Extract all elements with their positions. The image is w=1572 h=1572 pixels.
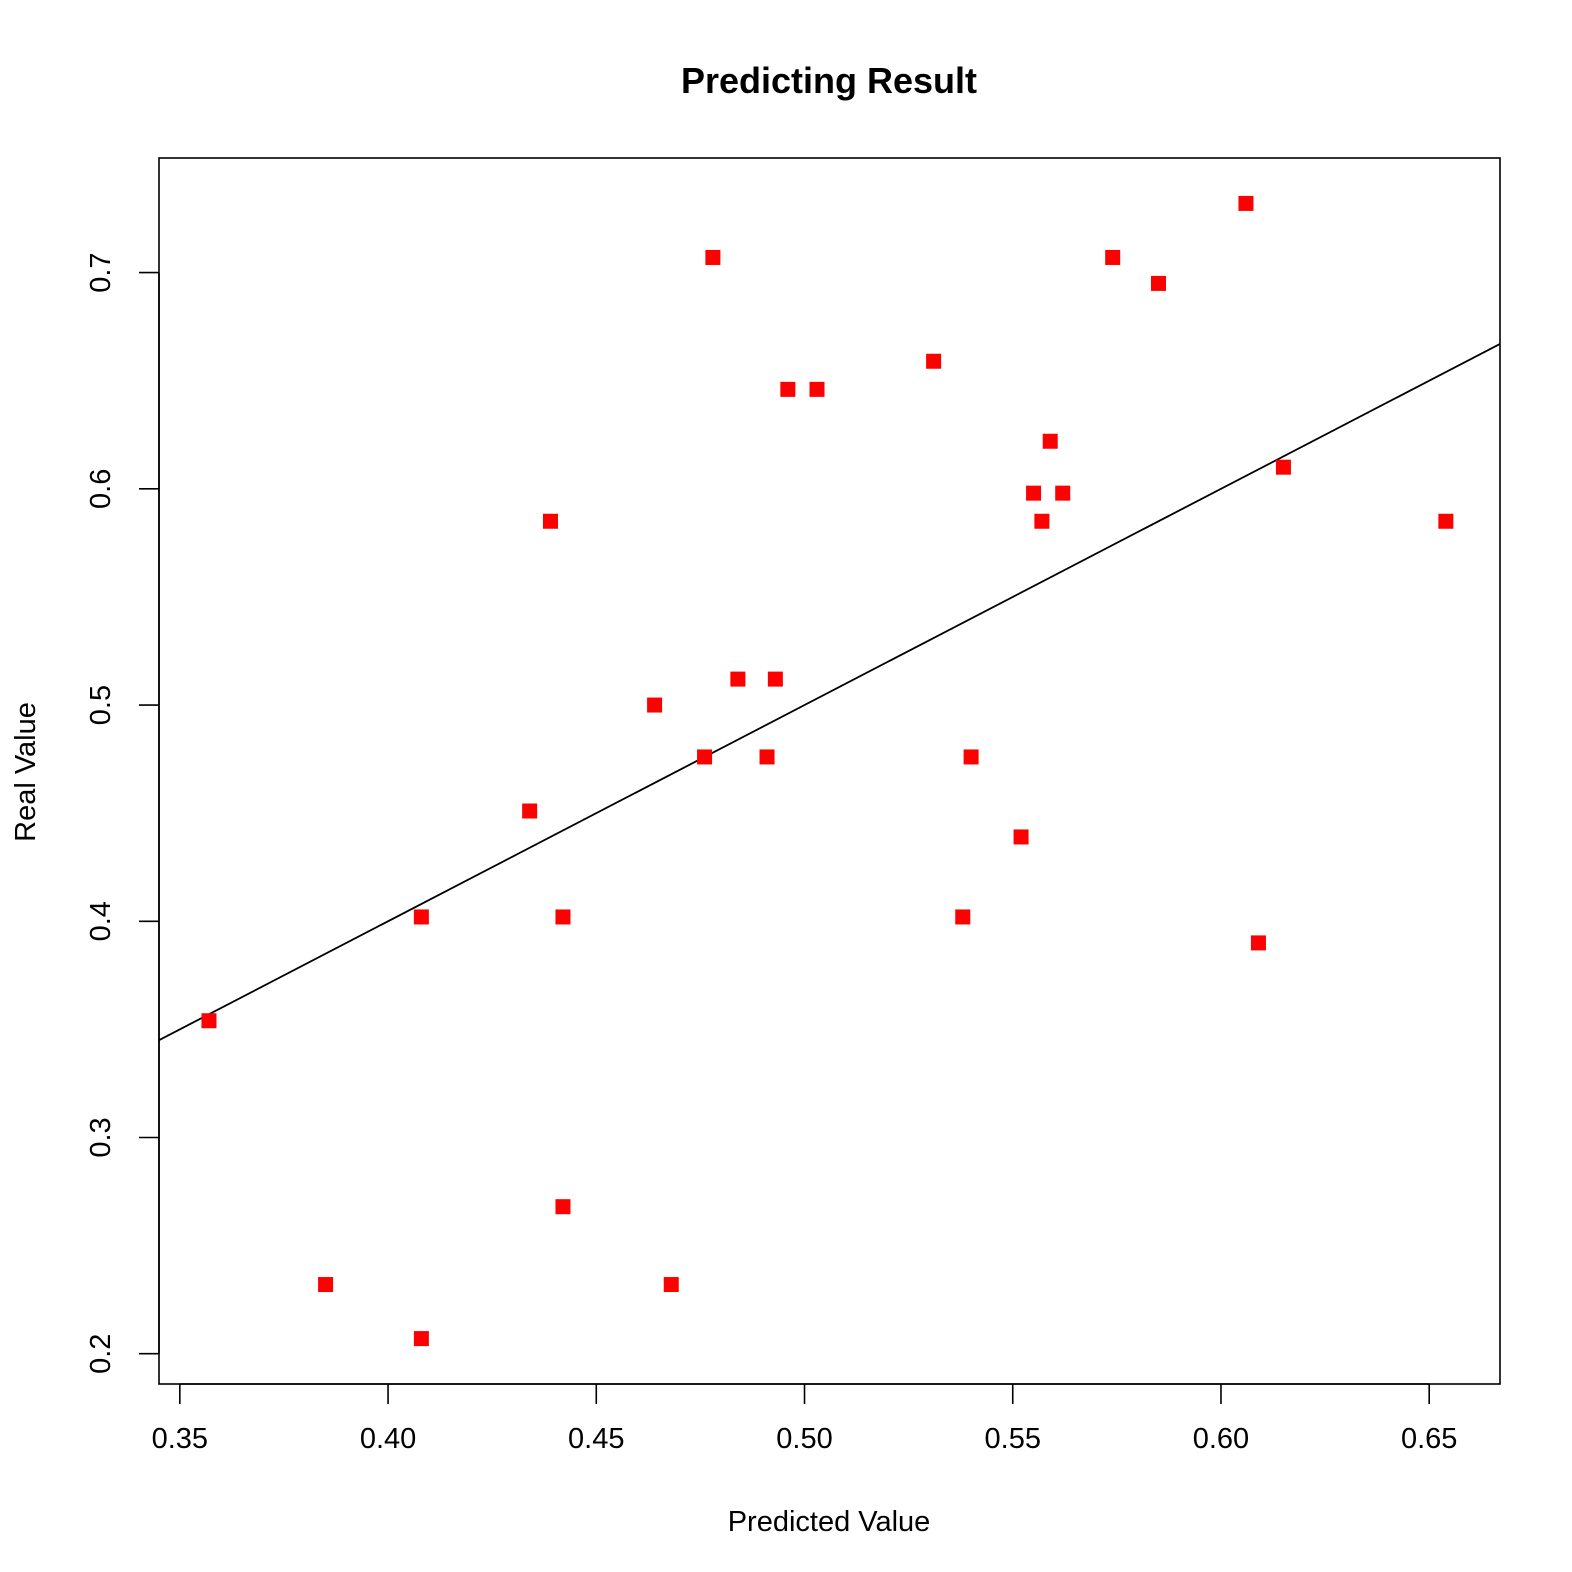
fit-line	[158, 343, 1501, 1041]
y-tick-label: 0.4	[85, 901, 117, 941]
data-point	[730, 671, 746, 687]
x-tick-label: 0.40	[360, 1423, 416, 1455]
data-point	[1013, 829, 1029, 845]
data-point	[1238, 195, 1254, 211]
data-point	[1275, 459, 1291, 475]
data-point	[809, 381, 825, 397]
data-points	[201, 195, 1454, 1347]
data-point	[201, 1013, 217, 1029]
data-point	[767, 671, 783, 687]
data-point	[413, 1331, 429, 1347]
chart-title: Predicting Result	[681, 60, 977, 101]
data-point	[1438, 513, 1454, 529]
data-point	[522, 803, 538, 819]
x-tick-label: 0.55	[985, 1423, 1041, 1455]
y-axis-label: Real Value	[10, 702, 42, 842]
x-tick-label: 0.65	[1401, 1423, 1457, 1455]
x-tick-label: 0.60	[1193, 1423, 1249, 1455]
data-point	[1055, 485, 1071, 501]
data-point	[663, 1277, 679, 1293]
data-point	[318, 1277, 334, 1293]
data-point	[963, 749, 979, 765]
y-axis: 0.2 0.3 0.4 0.5 0.6 0.7	[85, 252, 160, 1374]
y-tick-label: 0.2	[85, 1334, 117, 1374]
data-point	[759, 749, 775, 765]
y-tick-label: 0.7	[85, 252, 117, 292]
data-point	[955, 909, 971, 925]
fit-line-layer	[158, 343, 1501, 1041]
data-point	[1034, 513, 1050, 529]
data-point	[1026, 485, 1042, 501]
x-tick-label: 0.35	[152, 1423, 208, 1455]
y-tick-label: 0.3	[85, 1117, 117, 1157]
data-point	[555, 1199, 571, 1215]
data-point	[697, 749, 713, 765]
data-point	[647, 697, 663, 713]
data-point	[705, 249, 721, 265]
data-point	[1250, 935, 1266, 951]
data-point	[555, 909, 571, 925]
data-point	[1151, 275, 1167, 291]
data-point	[780, 381, 796, 397]
x-tick-label: 0.45	[568, 1423, 624, 1455]
data-point	[1105, 249, 1121, 265]
x-axis: 0.35 0.40 0.45 0.50 0.55 0.60 0.65	[152, 1383, 1457, 1455]
plot-frame	[158, 157, 1501, 1385]
data-point	[413, 909, 429, 925]
x-axis-label: Predicted Value	[728, 1506, 931, 1538]
x-tick-label: 0.50	[776, 1423, 832, 1455]
data-point	[926, 353, 942, 369]
data-point	[542, 513, 558, 529]
data-point	[1042, 433, 1058, 449]
y-tick-label: 0.6	[85, 469, 117, 509]
y-tick-label: 0.5	[85, 685, 117, 725]
